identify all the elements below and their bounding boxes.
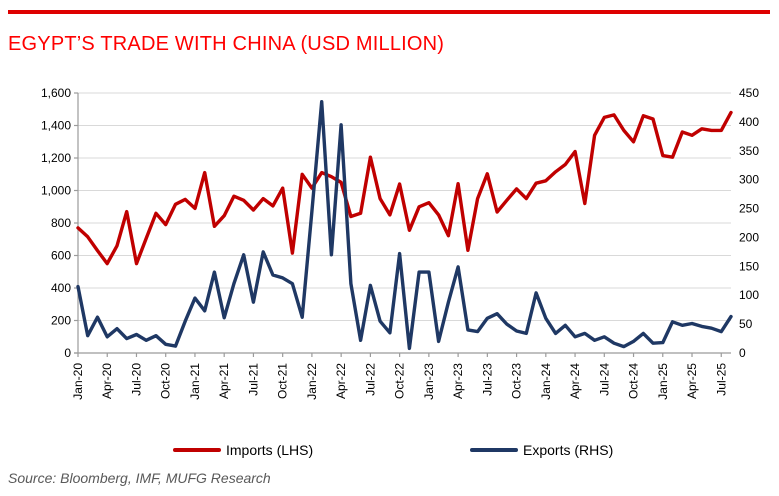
- left-axis-tick: 0: [64, 346, 71, 360]
- left-axis-tick: 1,200: [41, 151, 71, 165]
- axis-lines: [74, 92, 731, 354]
- left-axis-tick: 800: [51, 216, 71, 230]
- x-axis-tick: Oct-22: [393, 363, 407, 399]
- x-axis-tick: Jan-23: [422, 363, 436, 400]
- x-axis-tick: Apr-21: [217, 363, 231, 399]
- left-axis-tick: 600: [51, 249, 71, 263]
- right-axis-tick: 250: [739, 202, 759, 216]
- x-axis-labels: Jan-20 Apr-20 Jul-20 Oct-20 Jan-21 Apr-21 Jul-…: [71, 353, 728, 400]
- legend-exports: Exports (RHS): [470, 441, 613, 459]
- x-axis-tick: Apr-25: [685, 363, 699, 399]
- left-axis-tick: 200: [51, 314, 71, 328]
- exports-line: [76, 99, 733, 351]
- exports-line-swatch: [470, 448, 518, 452]
- page-title: EGYPT’S TRADE WITH CHINA (USD MILLION): [8, 33, 445, 55]
- x-axis-tick: Oct-20: [159, 363, 173, 399]
- right-axis-tick: 450: [739, 86, 759, 100]
- x-axis-tick: Jan-22: [305, 363, 319, 400]
- x-axis-tick: Jan-24: [539, 363, 553, 400]
- x-axis-tick: Oct-21: [276, 363, 290, 399]
- right-axis-tick: 100: [739, 288, 759, 302]
- x-axis-tick: Jan-21: [188, 363, 202, 400]
- right-axis-tick: 0: [739, 346, 746, 360]
- x-axis-tick: Apr-24: [568, 363, 582, 399]
- x-axis-tick: Apr-20: [100, 363, 114, 399]
- imports-line: [76, 110, 733, 266]
- x-axis-tick: Apr-23: [451, 363, 465, 399]
- legend-imports: Imports (LHS): [173, 441, 313, 459]
- right-axis-tick: 350: [739, 144, 759, 158]
- left-axis-tick: 1,000: [41, 184, 71, 198]
- legend-exports-label: Exports (RHS): [523, 442, 614, 458]
- x-axis-tick: Jan-20: [71, 363, 85, 400]
- source-note: Source: Bloomberg, IMF, MUFG Research: [8, 470, 271, 486]
- left-axis-tick: 1,600: [41, 86, 71, 100]
- right-axis-tick: 200: [739, 230, 759, 244]
- x-axis-tick: Jul-20: [129, 363, 143, 396]
- right-axis-labels: 0 50 100 150 200 250 300 350 400 450: [739, 86, 759, 360]
- x-axis-tick: Jul-24: [597, 363, 611, 396]
- left-axis-tick: 1,400: [41, 119, 71, 133]
- x-axis-tick: Apr-22: [334, 363, 348, 399]
- legend-imports-label: Imports (LHS): [226, 442, 314, 458]
- x-axis-tick: Jan-25: [656, 363, 670, 400]
- x-axis-tick: Jul-23: [480, 363, 494, 396]
- imports-line-swatch: [173, 448, 221, 452]
- x-axis-tick: Jul-21: [246, 363, 260, 396]
- x-axis-tick: Jul-22: [363, 363, 377, 396]
- left-axis-tick: 400: [51, 281, 71, 295]
- x-axis-tick: Oct-24: [627, 363, 641, 399]
- left-axis-labels: 0 200 400 600 800 1,000 1,200 1,400 1,600: [41, 86, 71, 360]
- right-axis-tick: 50: [739, 317, 753, 331]
- x-axis-tick: Oct-23: [510, 363, 524, 399]
- right-axis-tick: 150: [739, 259, 759, 273]
- right-axis-tick: 300: [739, 173, 759, 187]
- right-axis-tick: 400: [739, 115, 759, 129]
- top-rule: [8, 10, 770, 14]
- x-axis-tick: Jul-25: [714, 363, 728, 396]
